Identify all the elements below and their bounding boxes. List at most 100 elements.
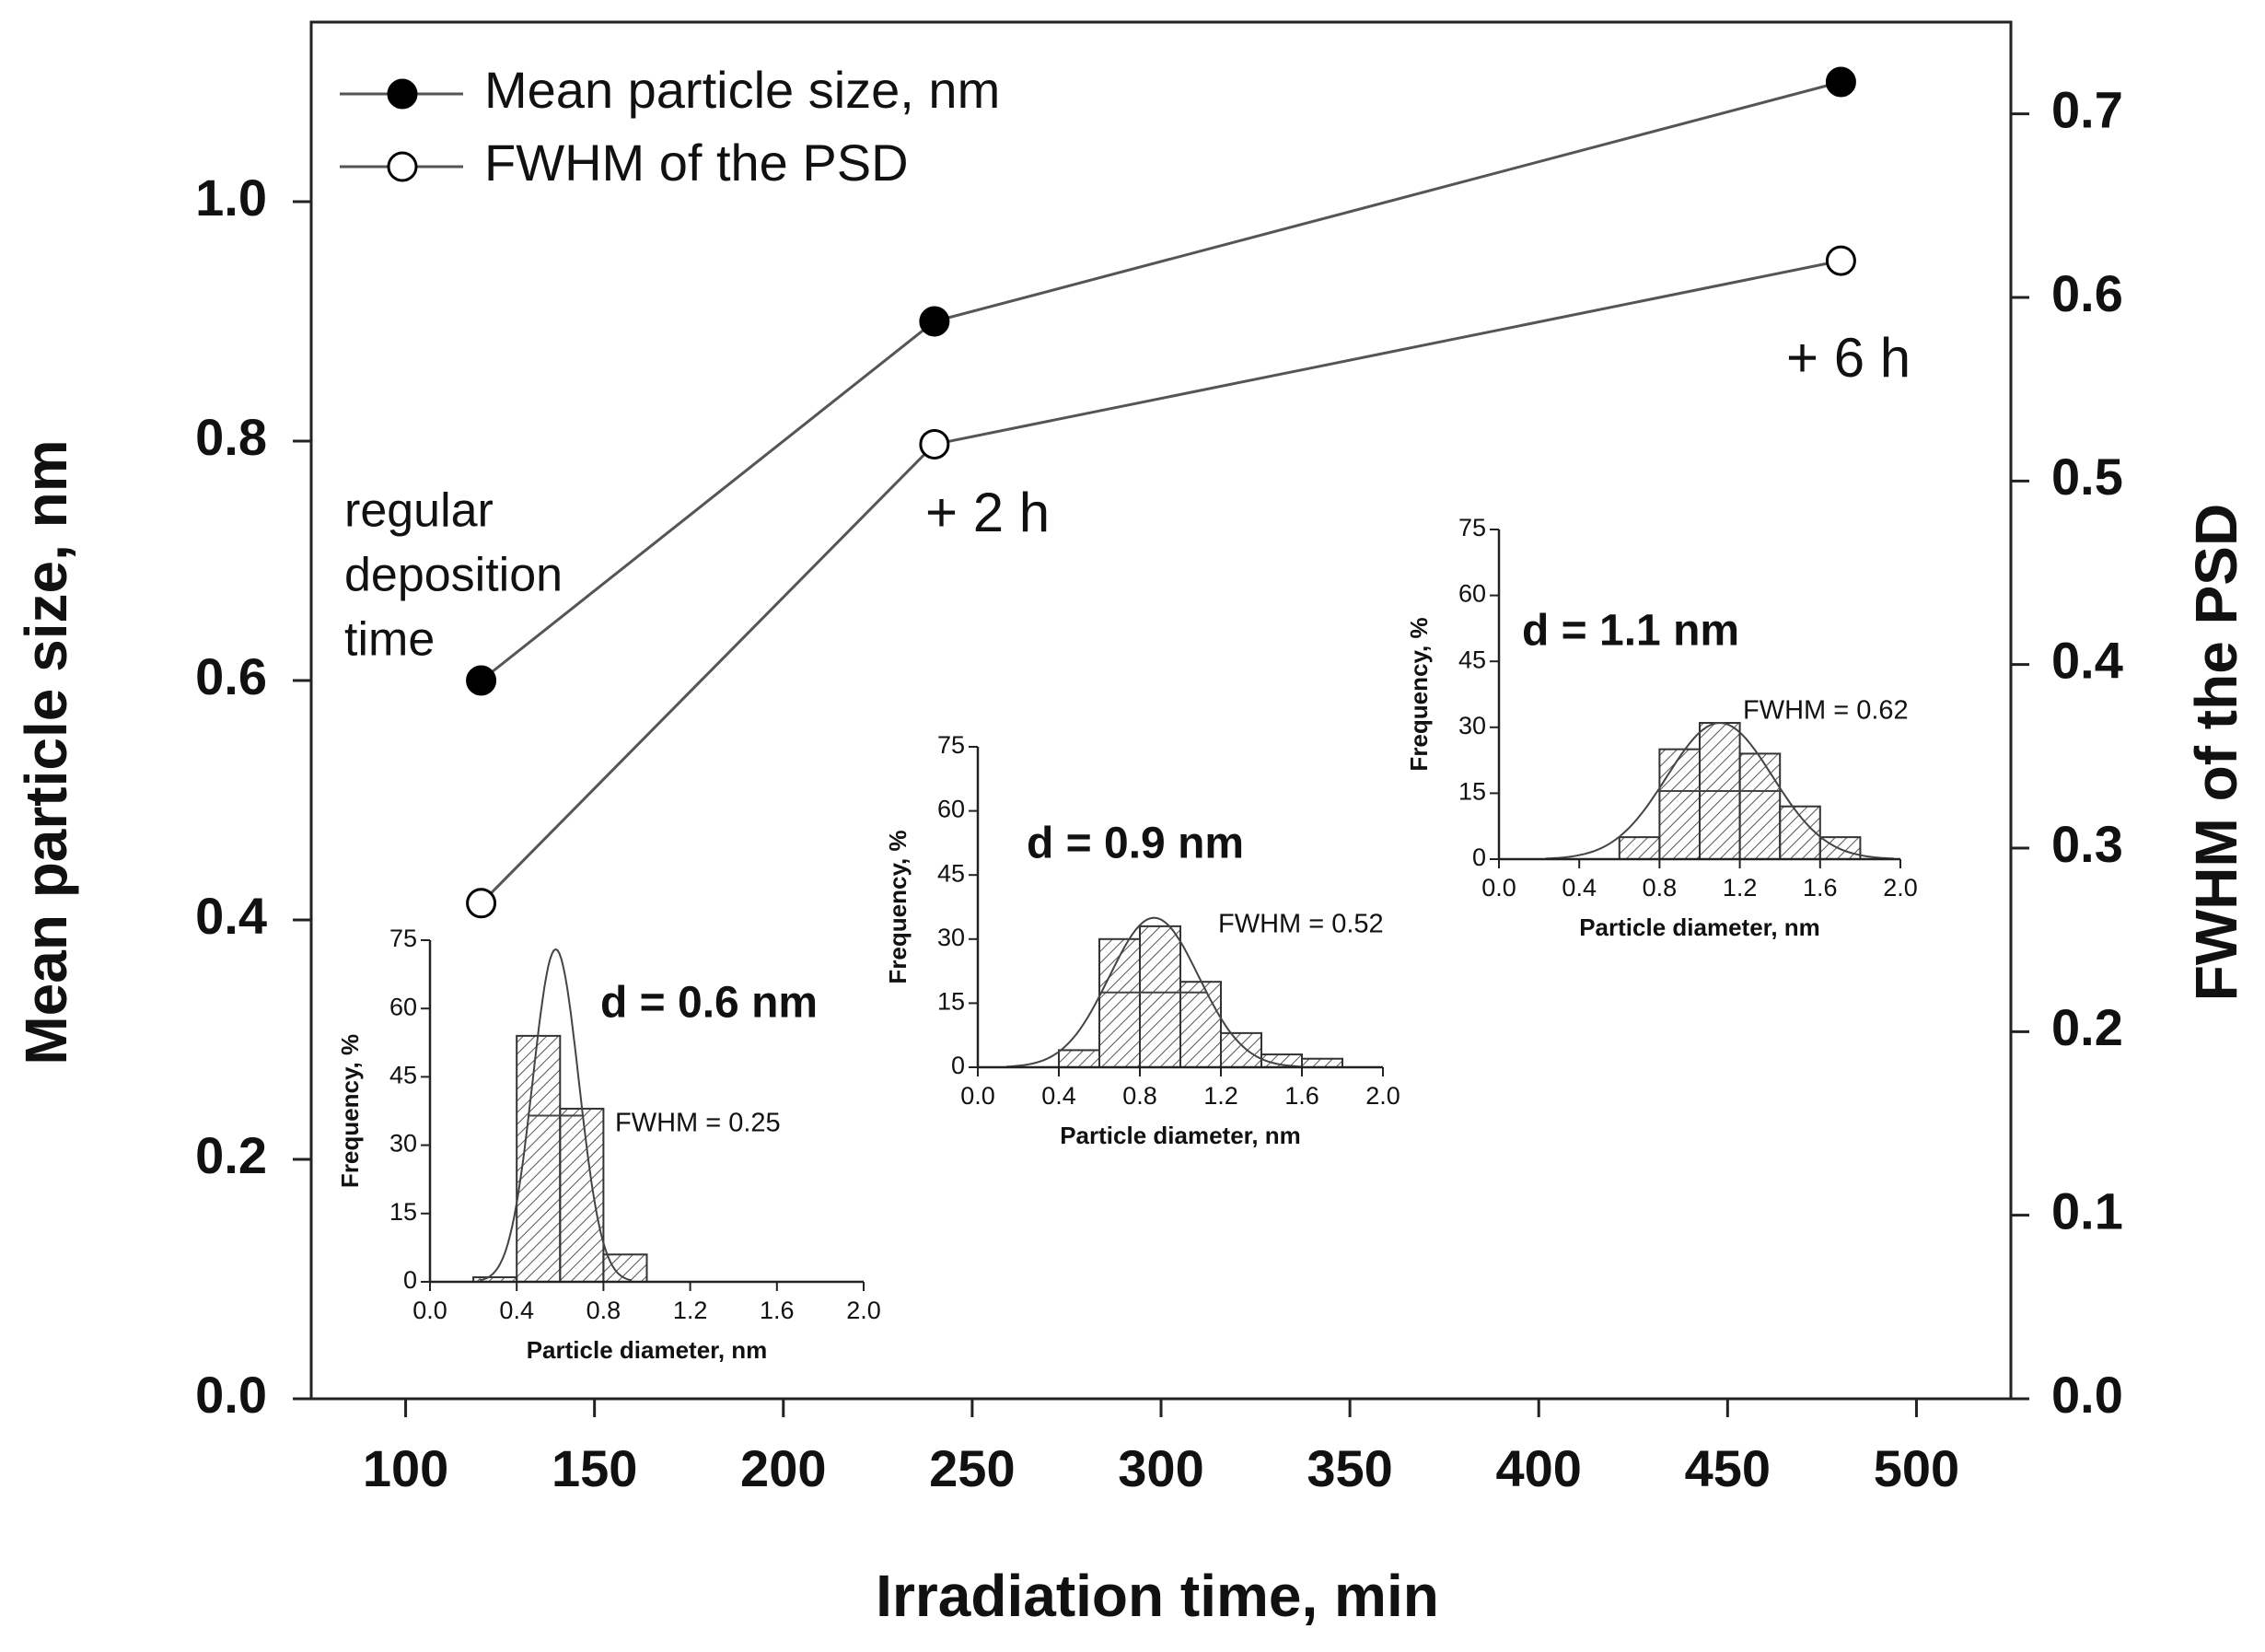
histogram-bar <box>1098 937 1141 1068</box>
histogram-bar <box>1779 805 1821 860</box>
inset-x-label: Particle diameter, nm <box>527 1336 768 1364</box>
y-tick-label: 15 <box>937 988 965 1016</box>
y-tick-label: 15 <box>389 1198 417 1226</box>
y-tick-label: 0 <box>951 1052 965 1079</box>
inset-x-label: Particle diameter, nm <box>1060 1122 1301 1149</box>
histogram-bar <box>1058 1049 1100 1068</box>
y2-tick-label: 0.6 <box>2051 264 2123 322</box>
y2-tick-label: 0.1 <box>2051 1181 2123 1239</box>
y2-axis-label: FWHM of the PSD <box>2183 504 2249 1001</box>
y2-tick-label: 0.5 <box>2051 448 2123 506</box>
x-tick-label: 1.6 <box>760 1297 795 1324</box>
inset-y-label: Frequency, % <box>336 1034 364 1188</box>
legend-marker <box>387 78 418 110</box>
x-tick-label: 2.0 <box>1883 874 1918 902</box>
inset-x-label: Particle diameter, nm <box>1579 913 1820 941</box>
inset-annotation: FWHM = 0.62 <box>1743 696 1909 726</box>
x-tick-label: 0.4 <box>1562 874 1597 902</box>
inset-y-label: Frequency, % <box>1405 617 1433 771</box>
annotation: + 2 h <box>925 482 1050 543</box>
y-tick-label: 0.6 <box>195 647 267 705</box>
y-tick-label: 45 <box>1458 646 1486 673</box>
x-tick-label: 0.0 <box>412 1297 447 1324</box>
y-tick-label: 15 <box>1458 778 1486 806</box>
inset-annotation: FWHM = 0.25 <box>615 1109 781 1138</box>
y-tick-label: 75 <box>389 925 417 952</box>
y-axis-label: Mean particle size, nm <box>13 439 79 1064</box>
x-tick-label: 0.8 <box>1643 874 1678 902</box>
histogram-bar <box>1179 981 1222 1068</box>
legend-marker <box>387 151 418 182</box>
y-tick-label: 60 <box>1458 580 1486 608</box>
data-point <box>466 665 497 696</box>
histogram-bar <box>1658 748 1702 861</box>
inset-annotation: FWHM = 0.52 <box>1218 910 1384 939</box>
y2-tick-label: 0.7 <box>2051 80 2123 138</box>
y-tick-label: 0.4 <box>195 887 267 945</box>
y-tick-label: 75 <box>1458 514 1486 541</box>
annotation: + 6 h <box>1786 327 1911 389</box>
x-tick-label: 300 <box>1118 1439 1203 1497</box>
x-tick-label: 1.2 <box>1723 874 1758 902</box>
x-tick-label: 0.8 <box>587 1297 621 1324</box>
y-tick-label: 0.0 <box>195 1366 267 1424</box>
y-tick-label: 30 <box>389 1130 417 1158</box>
histogram-bar <box>559 1108 605 1283</box>
inset-title: d = 0.6 nm <box>600 979 818 1028</box>
x-tick-label: 0.0 <box>1481 874 1516 902</box>
inset-y-label: Frequency, % <box>884 830 912 983</box>
inset-title: d = 0.9 nm <box>1027 820 1244 868</box>
x-tick-label: 500 <box>1874 1439 1959 1497</box>
y-tick-label: 1.0 <box>195 169 267 227</box>
x-tick-label: 1.2 <box>673 1297 708 1324</box>
histogram-bar <box>1618 836 1661 861</box>
y-tick-label: 0 <box>403 1266 417 1294</box>
data-point <box>1825 245 1856 276</box>
histogram-bar <box>1738 752 1782 860</box>
y2-tick-label: 0.3 <box>2051 815 2123 873</box>
x-tick-label: 100 <box>363 1439 448 1497</box>
y-tick-label: 30 <box>1458 712 1486 739</box>
x-tick-label: 0.4 <box>499 1297 534 1324</box>
y-tick-label: 45 <box>937 859 965 887</box>
y-tick-label: 0 <box>1472 843 1486 871</box>
x-tick-label: 450 <box>1685 1439 1771 1497</box>
x-tick-label: 1.2 <box>1203 1082 1238 1110</box>
fit-curve <box>479 948 633 1282</box>
x-tick-label: 1.6 <box>1803 874 1838 902</box>
x-tick-label: 200 <box>740 1439 826 1497</box>
x-tick-label: 0.0 <box>960 1082 995 1110</box>
x-tick-label: 2.0 <box>1365 1082 1400 1110</box>
annotation: time <box>344 613 435 667</box>
x-tick-label: 350 <box>1307 1439 1392 1497</box>
y-tick-label: 45 <box>389 1062 417 1089</box>
annotation: regular <box>344 484 494 538</box>
histogram-bar <box>1301 1057 1343 1068</box>
inset-title: d = 1.1 nm <box>1522 607 1739 656</box>
y-tick-label: 60 <box>937 796 965 823</box>
x-tick-label: 1.6 <box>1284 1082 1319 1110</box>
data-point <box>1825 66 1856 98</box>
x-tick-label: 0.8 <box>1122 1082 1157 1110</box>
x-tick-label: 150 <box>552 1439 637 1497</box>
y-tick-label: 60 <box>389 993 417 1020</box>
y-tick-label: 0.8 <box>195 408 267 466</box>
y2-tick-label: 0.0 <box>2051 1366 2123 1424</box>
legend-label: FWHM of the PSD <box>484 134 909 192</box>
fit-curve <box>1545 721 1895 860</box>
y2-tick-label: 0.2 <box>2051 998 2123 1056</box>
data-point <box>919 428 950 460</box>
histogram-bar <box>1139 925 1181 1068</box>
x-tick-label: 2.0 <box>846 1297 881 1324</box>
data-point <box>919 306 950 337</box>
annotation: deposition <box>344 549 563 602</box>
legend-label: Mean particle size, nm <box>484 61 1000 119</box>
y2-tick-label: 0.4 <box>2051 631 2123 689</box>
y-tick-label: 30 <box>937 924 965 951</box>
x-tick-label: 400 <box>1496 1439 1582 1497</box>
data-point <box>466 888 497 919</box>
fit-curve <box>1006 916 1302 1068</box>
x-axis-label: Irradiation time, min <box>876 1563 1439 1629</box>
